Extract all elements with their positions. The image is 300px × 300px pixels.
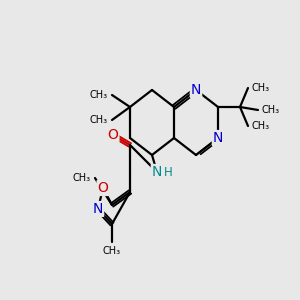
Text: CH₃: CH₃: [252, 83, 270, 93]
Text: CH₃: CH₃: [262, 105, 280, 115]
Text: O: O: [98, 181, 108, 195]
Text: CH₃: CH₃: [103, 246, 121, 256]
Text: CH₃: CH₃: [73, 173, 91, 183]
Text: N: N: [93, 202, 103, 216]
Text: CH₃: CH₃: [90, 90, 108, 100]
Text: CH₃: CH₃: [90, 115, 108, 125]
Text: H: H: [164, 166, 173, 178]
Text: CH₃: CH₃: [252, 121, 270, 131]
Text: N: N: [213, 131, 223, 145]
Text: N: N: [191, 83, 201, 97]
Text: O: O: [108, 128, 118, 142]
Text: N: N: [152, 165, 162, 179]
